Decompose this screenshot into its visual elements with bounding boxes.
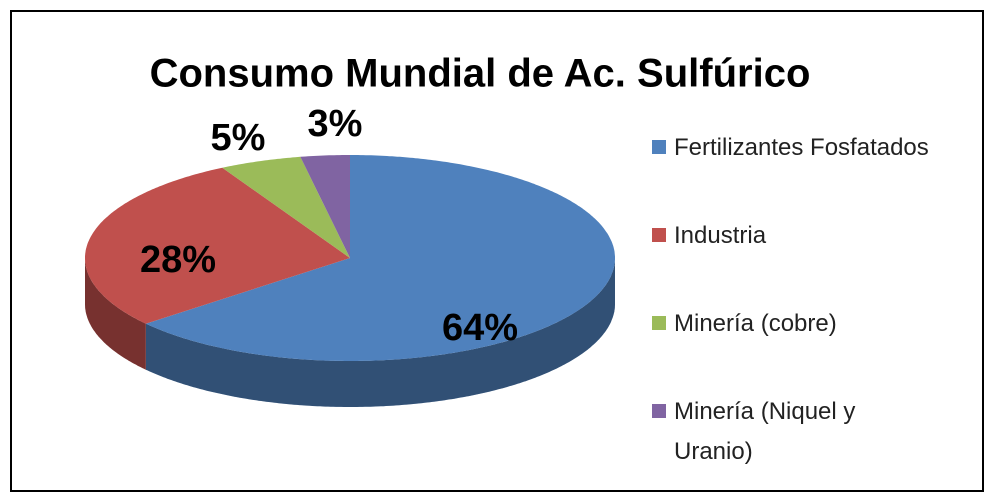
legend: Fertilizantes Fosfatados Industria Minería… bbox=[650, 128, 980, 480]
legend-label: Fertilizantes Fosfatados bbox=[674, 134, 929, 161]
legend-swatch bbox=[652, 140, 666, 154]
legend-swatch bbox=[652, 228, 666, 242]
legend-item: Fertilizantes Fosfatados bbox=[650, 128, 980, 216]
slice bbox=[145, 155, 616, 361]
data-label: 5% bbox=[211, 117, 266, 159]
slice-side bbox=[145, 258, 616, 407]
legend-label: Minería (Niquel y Uranio) bbox=[674, 398, 856, 465]
legend-item: Minería (Niquel y Uranio) bbox=[650, 392, 980, 480]
slice bbox=[300, 155, 350, 258]
legend-swatch bbox=[652, 404, 666, 418]
slice-side bbox=[85, 258, 146, 370]
slice bbox=[222, 156, 350, 258]
data-label: 3% bbox=[308, 103, 363, 145]
data-label: 28% bbox=[140, 239, 216, 281]
chart-title: Consumo Mundial de Ac. Sulfúrico bbox=[150, 52, 811, 96]
legend-label: Minería (cobre) bbox=[674, 310, 837, 337]
legend-item: Minería (cobre) bbox=[650, 304, 980, 392]
slice-side-shade bbox=[145, 258, 616, 407]
slice-side-shade bbox=[85, 258, 146, 370]
legend-label: Industria bbox=[674, 222, 767, 249]
slice bbox=[85, 167, 350, 324]
legend-item: Industria bbox=[650, 216, 980, 304]
legend-swatch bbox=[652, 316, 666, 330]
data-label: 64% bbox=[442, 307, 518, 349]
